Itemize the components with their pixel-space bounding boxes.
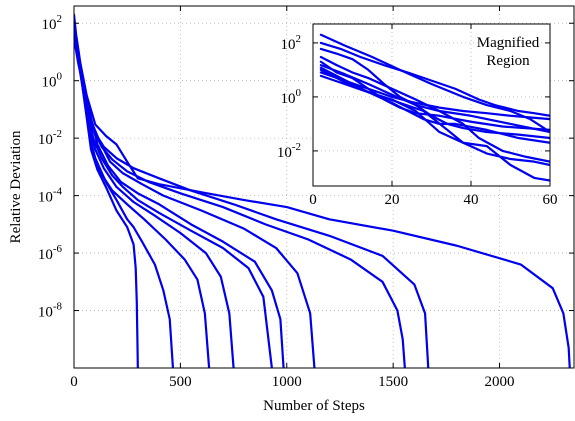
main-series-line-7 xyxy=(74,37,316,368)
main-y-tick-base: 10 xyxy=(42,17,57,33)
inset-annotation-line-2: Region xyxy=(486,53,530,69)
main-y-tick-base: 10 xyxy=(38,190,53,206)
main-series-line-6 xyxy=(74,30,285,368)
inset-series-group xyxy=(319,33,550,182)
main-y-tick-exponent: -8 xyxy=(53,301,63,313)
main-series-line-5 xyxy=(74,24,273,368)
inset-x-tick-label: 40 xyxy=(464,192,479,208)
main-series-line-1 xyxy=(74,19,139,368)
inset-series-line-7 xyxy=(319,71,550,121)
main-y-tick-label: 10-8 xyxy=(38,301,63,321)
main-y-tick-base: 10 xyxy=(38,305,53,321)
inset-series-line-8 xyxy=(319,64,550,140)
main-y-axis-label: Relative Deviation xyxy=(8,130,24,243)
inset-series-line-2 xyxy=(319,41,550,117)
main-y-tick-base: 10 xyxy=(42,75,57,91)
main-plot-frame xyxy=(73,5,575,369)
inset-y-tick-label: 102 xyxy=(281,33,302,53)
inset-y-tick-label: 10-2 xyxy=(277,141,301,161)
inset-y-tick-base: 10 xyxy=(281,91,296,107)
main-y-tick-exponent: 2 xyxy=(57,13,63,25)
main-series-line-9 xyxy=(74,26,430,368)
main-y-tick-label: 100 xyxy=(42,71,63,91)
main-y-tick-exponent: 0 xyxy=(57,71,63,83)
main-x-tick-label: 500 xyxy=(169,374,192,390)
main-series-line-2 xyxy=(74,23,175,368)
main-x-axis-label: Number of Steps xyxy=(263,398,365,414)
main-y-tick-base: 10 xyxy=(38,247,53,263)
main-x-tick-label: 1500 xyxy=(378,374,408,390)
inset-y-tick-base: 10 xyxy=(281,37,296,53)
main-series-line-10 xyxy=(74,13,571,368)
main-y-tick-base: 10 xyxy=(38,132,53,148)
inset-y-tick-exponent: 0 xyxy=(296,87,302,99)
main-x-tick-label: 1000 xyxy=(272,374,302,390)
inset-series-line-10 xyxy=(319,74,550,182)
main-y-tick-label: 102 xyxy=(42,13,63,33)
inset-series-line-3 xyxy=(319,47,550,134)
inset-y-tick-exponent: 2 xyxy=(296,33,302,45)
inset-annotation-line-1: Magnified xyxy=(477,35,540,51)
main-x-tick-label: 0 xyxy=(70,374,78,390)
inset-x-tick-label: 60 xyxy=(543,192,558,208)
main-y-tick-exponent: -2 xyxy=(53,128,62,140)
inset-x-tick-label: 20 xyxy=(385,192,400,208)
main-y-tick-label: 10-2 xyxy=(38,128,62,148)
inset-y-tick-label: 100 xyxy=(281,87,302,107)
inset-series-line-1 xyxy=(319,33,550,134)
main-y-tick-label: 10-4 xyxy=(38,186,63,206)
inset-plot-frame xyxy=(312,23,551,187)
main-y-tick-exponent: -4 xyxy=(53,186,63,198)
main-y-tick-label: 10-6 xyxy=(38,243,63,263)
main-series-group xyxy=(74,13,571,368)
inset-x-tick-label: 0 xyxy=(309,192,317,208)
inset-y-tick-base: 10 xyxy=(277,145,292,161)
main-y-tick-exponent: -6 xyxy=(53,243,63,255)
inset-y-tick-exponent: -2 xyxy=(292,141,301,153)
main-x-tick-label: 2000 xyxy=(485,374,515,390)
